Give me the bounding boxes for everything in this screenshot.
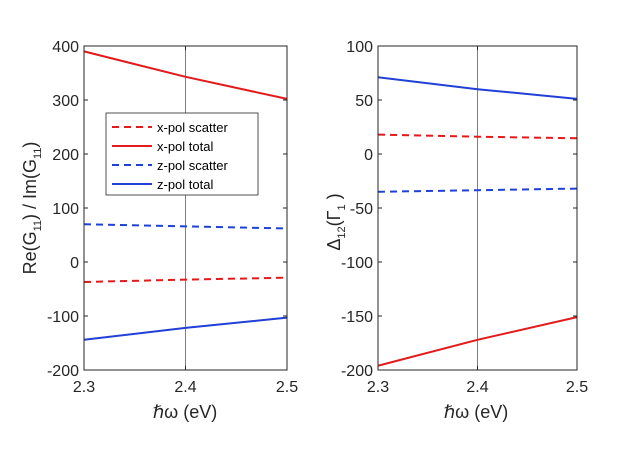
left-x-tick-label: 2.3 [73,379,95,396]
right-x-tick-label: 2.3 [367,379,389,396]
right-y-tick-label: -50 [350,201,373,218]
right-y-tick-label: 100 [346,39,373,56]
right-y-tick-label: -150 [341,309,373,326]
left-y-tick-label: 400 [52,39,79,56]
legend-label-x-pol-scatter: x-pol scatter [157,120,228,135]
left-y-tick-label: -100 [47,309,79,326]
right-x-tick-label: 2.4 [466,379,488,396]
legend-label-z-pol-total: z-pol total [157,177,213,192]
right-y-tick-label: -200 [341,363,373,380]
left-y-tick-label: -200 [47,363,79,380]
legend: x-pol scatter x-pol total z-pol scatter z-p… [105,112,259,196]
right-y-tick-label: -100 [341,255,373,272]
right-y-axis-title: Δ12(Γ1 ) [324,193,348,250]
legend-label-x-pol-total: x-pol total [157,139,213,154]
right-x-tick-label: 2.5 [566,379,588,396]
right-y-tick-label: 0 [364,147,373,164]
right-series-x-pol-scatter-line [377,133,578,140]
left-y-tick-label: 100 [52,201,79,218]
right-y-tick-label: 50 [355,93,373,110]
right-series-x-pol-total-line [377,316,578,367]
left-series-z-pol-scatter-line [83,223,288,230]
legend-box [105,112,259,196]
legend-label-z-pol-scatter: z-pol scatter [157,158,228,173]
left-series-x-pol-total-line [83,50,288,100]
right-series-z-pol-total-line [377,76,578,100]
left-series-z-pol-total-line [83,316,288,341]
left-y-axis-title: Re(G11) / Im(G11) [20,142,44,275]
left-x-tick-label: 2.5 [276,379,298,396]
right-series-z-pol-scatter-line [377,187,578,193]
left-y-tick-label: 300 [52,93,79,110]
left-panel: 2.3 2.4 2.5 -200 -100 0 100 200 300 400 ℏω (eV) R… [20,39,298,422]
right-panel: 2.3 2.4 2.5 -200 -150 -100 -50 0 50 100 ℏω (eV) Δ… [324,39,588,422]
left-series-x-pol-scatter-line [83,276,288,283]
left-y-tick-label: 0 [70,255,79,272]
left-y-tick-label: 200 [52,147,79,164]
left-x-tick-label: 2.4 [174,379,196,396]
left-x-axis-title: ℏω (eV) [153,402,217,422]
right-x-axis-title: ℏω (eV) [444,402,508,422]
